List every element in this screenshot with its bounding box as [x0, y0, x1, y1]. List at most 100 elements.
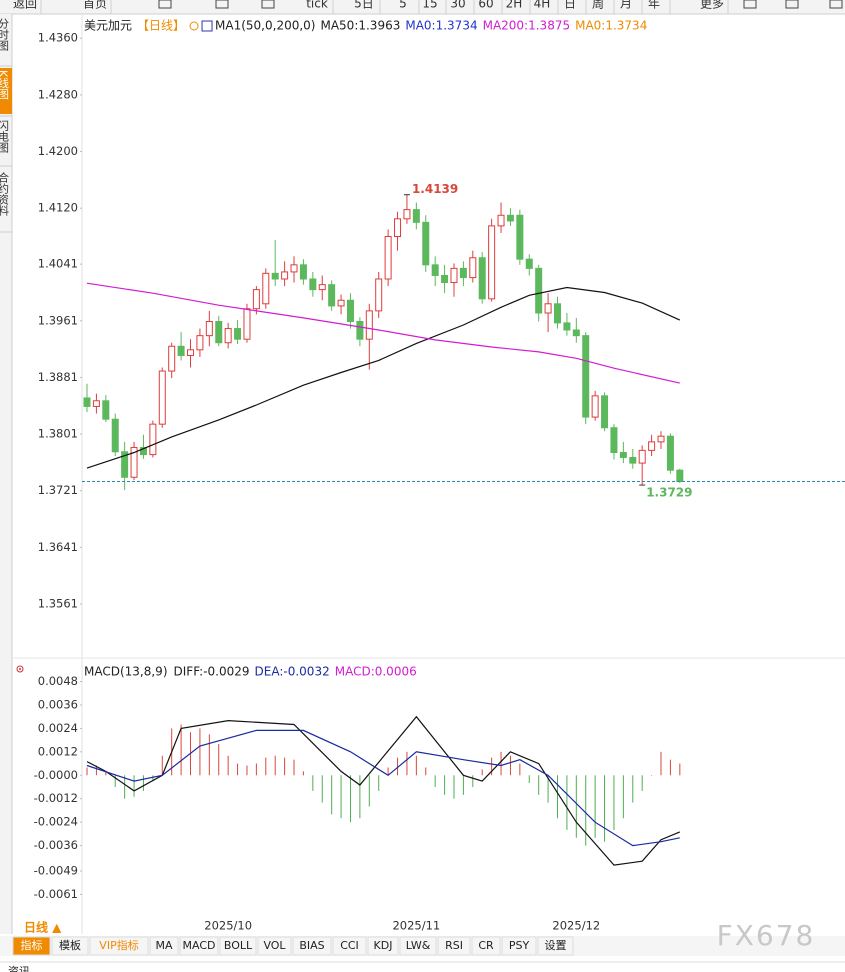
candle-body — [149, 423, 157, 456]
tab[interactable] — [51, 936, 89, 956]
tab-label[interactable]: 模板 — [59, 938, 81, 952]
toolbar-button[interactable]: 5 — [399, 0, 407, 11]
y-tick-label: 1.4280 — [38, 87, 78, 101]
candle-body — [469, 257, 477, 279]
y-tick-label: -0.0000 — [34, 768, 78, 782]
candle-body — [657, 435, 665, 443]
candle-body — [111, 418, 119, 453]
toolbar-button[interactable]: tick — [306, 0, 328, 11]
candle-body — [252, 289, 260, 310]
candle-body — [177, 345, 185, 356]
candle-body — [544, 303, 552, 314]
tab-label[interactable]: BOLL — [224, 939, 253, 952]
tab[interactable] — [149, 936, 179, 956]
candle-body — [450, 267, 458, 284]
sidebar-tab[interactable]: 合约资料 — [0, 171, 10, 217]
toolbar-button[interactable]: 5日 — [354, 0, 374, 11]
toolbar-button[interactable]: 日 — [564, 0, 576, 11]
candle-body — [281, 271, 289, 280]
legend-entry: MA50:1.3963 — [320, 19, 400, 33]
candle-body — [215, 320, 223, 344]
tab[interactable] — [89, 936, 149, 956]
candle-body — [158, 370, 166, 425]
tab-label[interactable]: MACD — [183, 939, 216, 952]
toolbar-icon[interactable] — [261, 0, 275, 9]
tab[interactable] — [367, 936, 399, 956]
tab[interactable] — [332, 936, 367, 956]
tab-label[interactable]: 设置 — [545, 939, 567, 952]
sidebar-tab[interactable]: K线图 — [0, 70, 10, 100]
tab-label[interactable]: RSI — [445, 939, 463, 952]
candle-body — [676, 469, 684, 483]
toolbar-button[interactable]: 周 — [592, 0, 604, 11]
tab-label[interactable]: CR — [478, 939, 494, 952]
candle-body — [638, 449, 646, 464]
tab[interactable] — [437, 936, 471, 956]
legend-entry: DEA:-0.0032 — [255, 665, 330, 679]
y-tick-label: -0.0061 — [34, 887, 78, 901]
toolbar-icon[interactable] — [158, 0, 172, 9]
tab[interactable] — [537, 936, 574, 956]
y-tick-label: 1.3721 — [38, 483, 78, 497]
tab-label[interactable]: 指标 — [21, 938, 43, 952]
candle-body — [563, 322, 571, 331]
toolbar-icon[interactable] — [743, 0, 757, 9]
candle-body — [205, 320, 213, 337]
tab-label[interactable]: LW& — [406, 939, 431, 952]
tab[interactable] — [501, 936, 537, 956]
footer-tab[interactable]: 资讯 — [8, 965, 30, 972]
candle-body — [488, 225, 496, 300]
tab[interactable] — [399, 936, 437, 956]
candle-body — [290, 264, 298, 273]
tab[interactable] — [219, 936, 257, 956]
candle-body — [337, 299, 345, 307]
tab-label[interactable]: KDJ — [374, 939, 393, 952]
toolbar-icon[interactable] — [785, 0, 799, 9]
toolbar-button[interactable]: 15 — [422, 0, 437, 11]
tab[interactable] — [257, 936, 292, 956]
y-tick-label: 1.4120 — [38, 201, 78, 215]
toolbar-button[interactable]: 返回 — [13, 0, 37, 11]
tab-label[interactable]: MA — [155, 939, 172, 952]
toolbar-button[interactable]: 30 — [450, 0, 465, 11]
toolbar-button[interactable]: 月 — [620, 0, 632, 11]
sidebar-tab[interactable]: 闪电图 — [0, 119, 10, 154]
sidebar-tab-active — [0, 68, 12, 114]
toolbar-icon[interactable] — [215, 0, 229, 9]
period-label[interactable]: 日线 ▲ — [24, 920, 62, 935]
tab-label[interactable]: PSY — [509, 939, 530, 952]
candle-body — [431, 264, 439, 276]
legend-entry: 美元加元 — [84, 19, 132, 33]
toolbar-button[interactable]: 年 — [648, 0, 660, 11]
tab[interactable] — [292, 936, 332, 956]
candle-body — [394, 218, 402, 238]
y-tick-label: -0.0036 — [34, 838, 78, 852]
watermark: FX678 — [717, 919, 816, 952]
y-tick-label: 0.0024 — [38, 721, 78, 735]
candle-body — [441, 274, 449, 284]
toolbar-icon[interactable] — [829, 0, 843, 9]
y-tick-label: 1.4200 — [38, 144, 78, 158]
legend-entry: MA200:1.3875 — [483, 19, 571, 33]
add-icon[interactable] — [189, 21, 199, 31]
candle-body — [83, 397, 91, 407]
tab-label[interactable]: CCI — [340, 939, 359, 952]
toolbar-button[interactable]: 更多 — [700, 0, 724, 11]
candle-body — [629, 456, 637, 464]
candle-body — [318, 284, 326, 291]
sidebar-tab[interactable]: 分时图 — [0, 18, 10, 52]
tab-label[interactable]: BIAS — [299, 939, 324, 952]
tab-label[interactable]: VOL — [263, 939, 286, 952]
toolbar-button[interactable]: 首页 — [83, 0, 107, 11]
tab[interactable] — [12, 936, 51, 956]
y-tick-label: 1.4041 — [38, 257, 78, 271]
tab[interactable] — [179, 936, 219, 956]
y-tick-label: -0.0012 — [34, 791, 78, 805]
tab-label[interactable]: VIP指标 — [99, 938, 138, 952]
toolbar-button[interactable]: 2H — [506, 0, 523, 11]
toolbar-button[interactable]: 60 — [478, 0, 493, 11]
candle-body — [102, 400, 110, 420]
toolbar-button[interactable]: 4H — [534, 0, 551, 11]
tab[interactable] — [471, 936, 501, 956]
